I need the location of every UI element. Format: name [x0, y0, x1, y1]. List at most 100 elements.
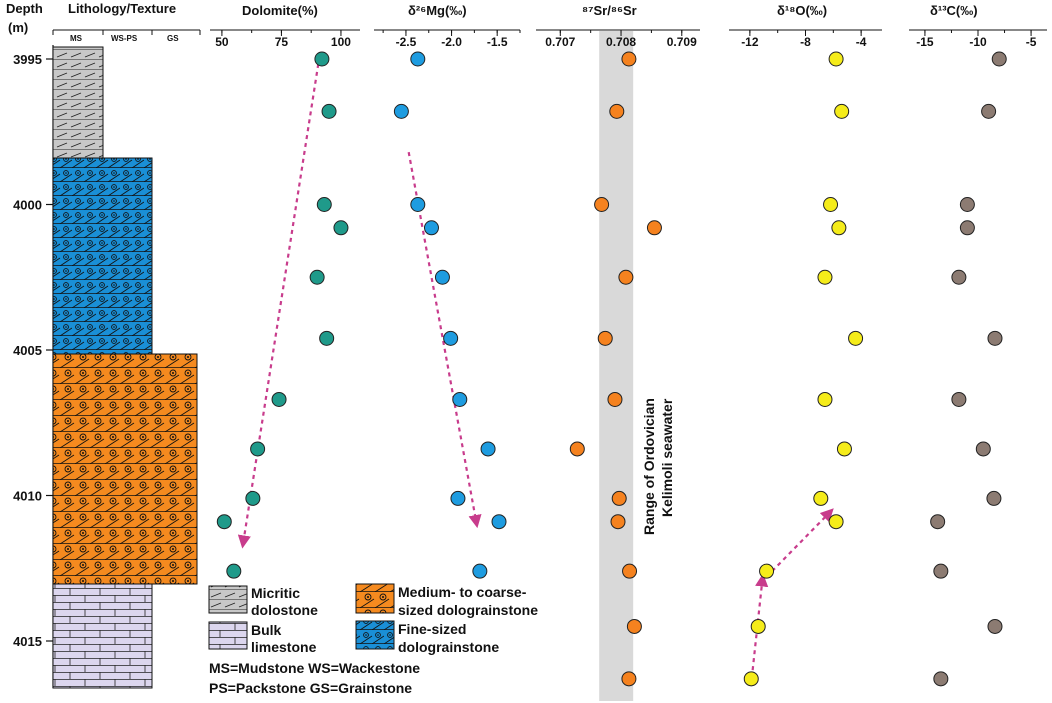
legend-swatch-limestone — [208, 621, 248, 650]
data-point-sr-1 — [609, 103, 625, 119]
data-point-sr-7 — [569, 441, 585, 457]
trend-arrow-o-1 — [771, 508, 834, 572]
data-panels: Dolomite(%) 50 75 100 δ²⁶Mg(‰) -2.5 -2.0 -1.5 ⁸⁷… — [210, 3, 1047, 701]
data-point-o-3 — [831, 220, 847, 236]
unit-bulk-limestone — [52, 583, 153, 689]
depth-tick-label-4000: 4000 — [13, 198, 42, 213]
data-point-o-7 — [836, 441, 852, 457]
data-point-c-11 — [987, 618, 1003, 634]
tick-label-c-1: -10 — [969, 35, 987, 49]
panel-title-c: δ¹³C(‰) — [930, 3, 978, 18]
tick-label-o-1: -8 — [800, 35, 811, 49]
data-point-c-4 — [951, 269, 967, 285]
data-point-o-0 — [828, 51, 844, 67]
svg-text:Range of Ordovician: Range of Ordovician — [641, 398, 657, 535]
data-point-mg-7 — [480, 441, 496, 457]
data-point-c-12 — [933, 671, 949, 687]
panel-title-sr: ⁸⁷Sr/⁸⁶Sr — [582, 3, 637, 18]
data-point-dolomite-9 — [216, 514, 232, 530]
data-point-dolomite-4 — [309, 269, 325, 285]
data-point-o-11 — [750, 618, 766, 634]
data-point-o-4 — [817, 269, 833, 285]
unit-micritic-dolostone — [52, 46, 104, 159]
data-point-sr-9 — [610, 514, 626, 530]
panel-title-dolomite: Dolomite(%) — [242, 3, 318, 18]
data-point-dolomite-5 — [319, 330, 335, 346]
legend-swatch-fine — [355, 620, 395, 650]
tick-label-o-0: -12 — [741, 35, 759, 49]
legend-abbr-line1: MS=Mudstone WS=Wackestone — [209, 660, 420, 676]
seawater-band — [599, 31, 634, 701]
data-point-c-5 — [987, 330, 1003, 346]
tick-label-c-0: -15 — [916, 35, 934, 49]
panel-title-mg: δ²⁶Mg(‰) — [408, 3, 467, 18]
legend-bulk-line1: Bulk — [251, 622, 282, 638]
data-point-sr-12 — [621, 671, 637, 687]
data-point-c-10 — [933, 563, 949, 579]
data-point-o-8 — [813, 490, 829, 506]
data-point-c-7 — [975, 441, 991, 457]
depth-unit: (m) — [8, 20, 28, 35]
data-point-c-3 — [959, 220, 975, 236]
depth-tick-label-4005: 4005 — [13, 343, 42, 358]
panel-o: δ¹⁸O(‰) -12 -8 -4 — [729, 3, 882, 687]
legend-micritic-line1: Micritic — [251, 585, 300, 601]
data-point-mg-2 — [410, 197, 426, 212]
depth-tick-label-4010: 4010 — [13, 489, 42, 504]
data-point-sr-3 — [646, 220, 662, 236]
data-point-o-5 — [848, 330, 864, 346]
texture-label-wsps: WS-PS — [111, 34, 138, 43]
legend: Micritic dolostone Bulk limestone Medium… — [208, 583, 538, 696]
data-point-dolomite-1 — [321, 103, 337, 119]
tick-label-c-2: -5 — [1026, 35, 1037, 49]
depth-tick-label-4015: 4015 — [13, 634, 42, 649]
legend-medium-line2: sized dolograinstone — [398, 602, 538, 618]
data-point-mg-9 — [491, 514, 507, 530]
data-point-dolomite-8 — [245, 490, 261, 506]
trend-arrow-mg-0 — [407, 151, 482, 529]
data-point-c-1 — [981, 103, 997, 119]
data-point-sr-8 — [611, 490, 627, 506]
panel-dolomite: Dolomite(%) 50 75 100 — [210, 3, 360, 579]
tick-label-dolomite-1: 75 — [275, 35, 289, 49]
tick-label-mg-2: -1.5 — [487, 35, 508, 49]
data-point-dolomite-2 — [316, 197, 332, 212]
tick-label-o-2: -4 — [856, 35, 867, 49]
data-point-sr-11 — [626, 618, 642, 634]
data-point-o-2 — [823, 197, 839, 212]
seawater-band-label: Range of Ordovician Kelimoli seawater — [641, 398, 675, 535]
data-point-dolomite-6 — [271, 391, 287, 407]
tick-label-dolomite-0: 50 — [215, 35, 229, 49]
data-point-dolomite-3 — [333, 220, 349, 236]
data-point-mg-4 — [434, 269, 450, 285]
depth-ticks: 3995 4000 4005 4010 4015 — [13, 52, 53, 649]
data-point-sr-10 — [622, 563, 638, 579]
legend-fine-line2: dolograinstone — [398, 639, 499, 655]
data-point-c-8 — [986, 490, 1002, 506]
legend-swatch-medium — [355, 583, 395, 614]
data-point-dolomite-0 — [314, 51, 330, 67]
lithology-header: Lithology/Texture — [68, 1, 176, 16]
data-point-mg-3 — [423, 220, 439, 236]
data-point-mg-0 — [410, 51, 426, 67]
legend-fine-line1: Fine-sized — [398, 621, 466, 637]
data-point-c-0 — [991, 51, 1007, 67]
data-point-mg-5 — [443, 330, 459, 346]
svg-text:Kelimoli seawater: Kelimoli seawater — [659, 398, 675, 517]
legend-abbr-line2: PS=Packstone GS=Grainstone — [209, 680, 412, 696]
data-point-o-12 — [743, 671, 759, 687]
panel-mg: δ²⁶Mg(‰) -2.5 -2.0 -1.5 — [374, 3, 521, 579]
data-point-o-9 — [828, 514, 844, 530]
data-point-dolomite-7 — [250, 441, 266, 457]
panel-c: δ¹³C(‰) -15 -10 -5 — [909, 3, 1047, 687]
tick-label-sr-2: 0.709 — [667, 35, 697, 49]
data-point-c-2 — [959, 197, 975, 212]
trend-arrow-o-0 — [751, 573, 769, 671]
texture-label-ms: MS — [70, 34, 83, 43]
tick-label-mg-1: -2.0 — [441, 35, 462, 49]
legend-swatch-micritic — [208, 585, 248, 614]
data-point-mg-10 — [472, 563, 488, 579]
texture-label-gs: GS — [167, 34, 179, 43]
trend-arrow-dolomite-0 — [237, 55, 321, 549]
